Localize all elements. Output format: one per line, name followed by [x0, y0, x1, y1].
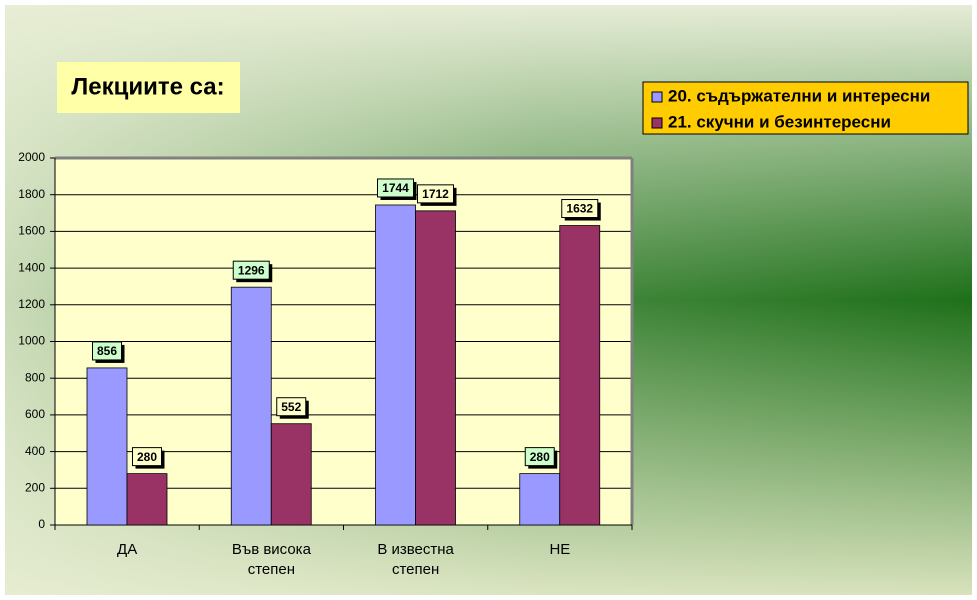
data-label: 1296	[238, 263, 265, 277]
y-tick-label: 800	[25, 370, 45, 384]
y-tick-label: 600	[25, 407, 45, 421]
data-label-box	[276, 397, 307, 417]
data-label-box	[232, 260, 270, 280]
data-label-box	[561, 199, 599, 219]
x-tick-label: НЕ	[549, 541, 571, 558]
data-label: 1744	[382, 181, 409, 195]
y-tick-label: 400	[25, 444, 45, 458]
data-label: 552	[281, 400, 301, 414]
x-tick-label: В известна степен	[377, 541, 454, 578]
data-label-box	[417, 184, 454, 204]
bar	[415, 210, 456, 526]
y-tick-label: 1800	[18, 187, 45, 201]
bar	[375, 204, 416, 526]
y-tick-label: 1600	[18, 224, 45, 238]
legend	[642, 81, 969, 135]
bar	[126, 473, 168, 526]
y-tick-label: 200	[25, 480, 45, 494]
legend-swatch	[651, 91, 663, 103]
data-label-box	[92, 341, 122, 361]
data-label-box	[132, 447, 162, 467]
data-label: 1632	[566, 202, 593, 216]
y-tick-label: 1400	[18, 260, 45, 274]
x-tick-label: ДА	[117, 541, 138, 558]
legend-label: 20. съдържателни и интересни	[668, 86, 930, 105]
legend-label: 21. скучни и безинтересни	[668, 112, 891, 131]
y-tick-label: 2000	[18, 150, 45, 164]
y-tick-label: 1000	[18, 334, 45, 348]
title-box	[57, 62, 240, 113]
data-label: 280	[530, 450, 550, 464]
data-label: 280	[137, 450, 157, 464]
bar	[519, 473, 561, 526]
chart-title: Лекциите са:	[71, 73, 224, 100]
bar	[230, 286, 272, 526]
bar	[559, 225, 601, 526]
bar	[86, 367, 128, 526]
y-tick-label: 1200	[18, 297, 45, 311]
legend-swatch	[651, 117, 663, 129]
data-label: 1712	[422, 187, 449, 201]
data-label: 856	[97, 344, 117, 358]
x-tick-label: Във висока степен	[231, 541, 311, 578]
y-tick-label: 0	[38, 517, 45, 531]
data-label-box	[377, 178, 414, 198]
data-label-box	[524, 447, 555, 467]
bar	[270, 423, 312, 526]
